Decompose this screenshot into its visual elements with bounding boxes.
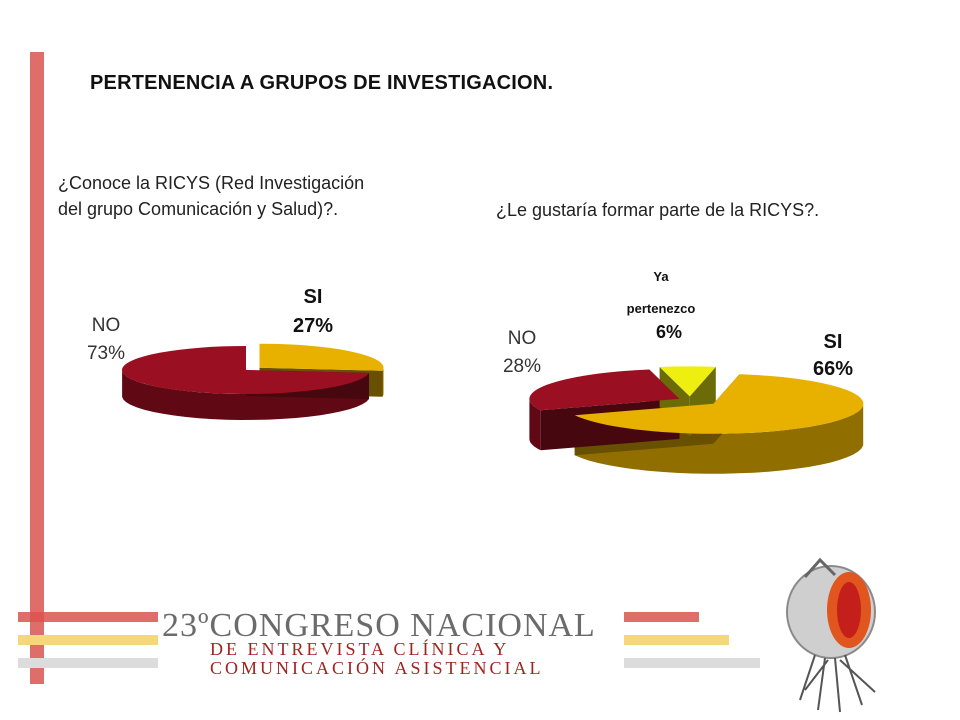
pie-slice-side-no — [529, 398, 541, 451]
stripe-yellow-left — [18, 635, 158, 645]
question-1: ¿Conoce la RICYS (Red Investigación del … — [58, 170, 364, 222]
pie-chart-2 — [529, 366, 864, 474]
c2-no-label: NO — [508, 328, 537, 349]
stripe-grey-right — [624, 658, 760, 668]
congress-subtitle: DE ENTREVISTA CLÍNICA Y COMUNICACIÓN ASI… — [210, 640, 544, 678]
c1-no-value: 73% — [87, 343, 125, 364]
question-1-line-1: ¿Conoce la RICYS (Red Investigación — [58, 173, 365, 193]
question-1-line-2: del grupo Comunicación y Salud)?. — [58, 199, 339, 219]
stripe-yellow-right — [624, 635, 729, 645]
pie-slice-side-si — [382, 367, 384, 397]
c2-si-value: 66% — [813, 358, 853, 380]
page-title: PERTENENCIA A GRUPOS DE INVESTIGACION. — [90, 72, 554, 94]
c2-no-value: 28% — [503, 356, 541, 377]
congress-subtitle-line-2: COMUNICACIÓN ASISTENCIAL — [210, 658, 544, 678]
c2-ya-value: 6% — [656, 322, 682, 342]
c1-no-label: NO — [92, 315, 121, 336]
pie-chart-1 — [121, 343, 384, 420]
congress-subtitle-line-1: DE ENTREVISTA CLÍNICA Y — [210, 639, 510, 659]
c2-ya-label-1: Ya — [653, 269, 669, 284]
stripe-red-left — [18, 612, 158, 622]
stripe-red-right — [624, 612, 699, 622]
question-2: ¿Le gustaría formar parte de la RICYS?. — [496, 200, 820, 220]
c2-si-label: SI — [824, 331, 843, 353]
left-accent-bar — [30, 52, 44, 684]
pie-slice-no — [121, 346, 370, 394]
pie-slice-ya-pertenezco — [659, 366, 716, 397]
stripe-grey-left — [18, 658, 158, 668]
congress-logo — [786, 557, 876, 713]
c2-ya-label-2: pertenezco — [627, 301, 696, 316]
pie-slice-si — [574, 374, 864, 434]
pie-slice-side-no — [122, 370, 369, 420]
c1-si-label: SI — [304, 286, 323, 308]
congress-title: 23ºCONGRESO NACIONAL — [162, 607, 596, 644]
pie-slice-no — [529, 369, 680, 411]
pie-slice-si — [259, 343, 384, 371]
pie-slice-side-si — [574, 405, 864, 474]
c1-si-value: 27% — [293, 315, 333, 337]
